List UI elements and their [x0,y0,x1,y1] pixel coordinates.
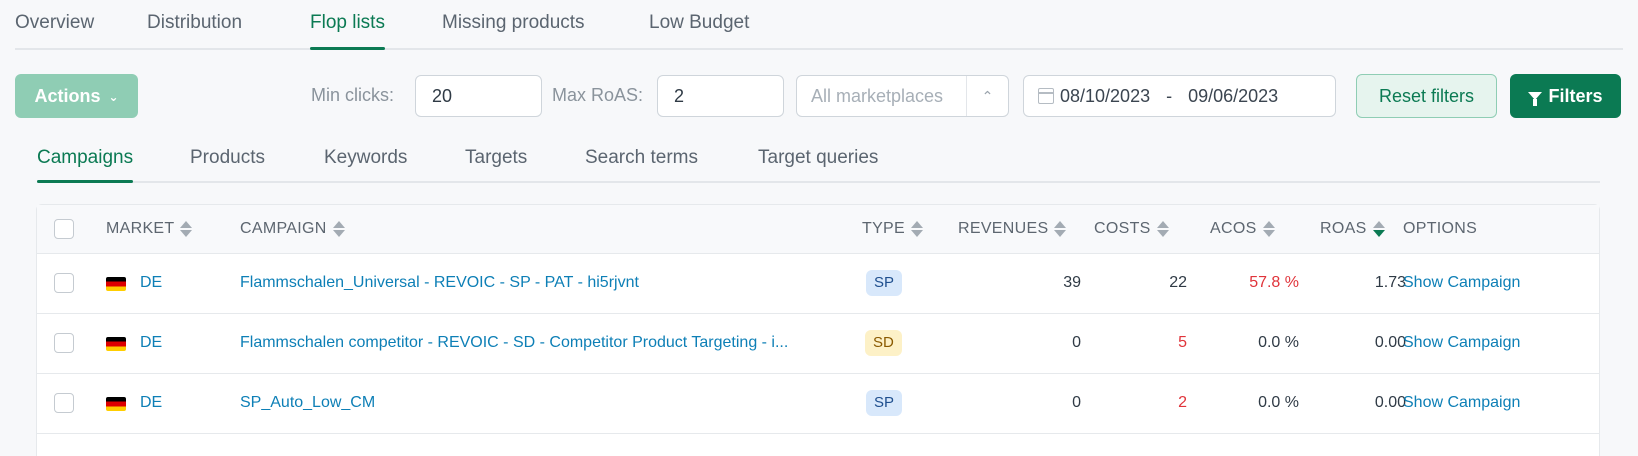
row-checkbox[interactable] [54,333,74,353]
show-campaign-link[interactable]: Show Campaign [1403,274,1521,291]
table-row: DE SP_Auto_Low_CM SP 0 2 0.0 % 0.00 Show… [37,374,1599,434]
column-market[interactable]: MARKET [106,220,193,238]
chevron-down-icon: ⌄ [108,90,119,104]
column-options: OPTIONS [1403,220,1478,237]
sort-icon [180,221,193,237]
roas-value: 0.00 [1374,334,1406,351]
acos-value: 0.0 % [1258,334,1299,351]
row-checkbox[interactable] [54,273,74,293]
column-market-label: MARKET [106,220,175,237]
sort-icon [1372,221,1385,237]
roas-value: 1.73 [1374,274,1406,291]
column-campaign-label: CAMPAIGN [240,220,327,237]
table-row: DE Flammschalen competitor - REVOIC - SD… [37,314,1599,374]
sort-icon [1054,221,1067,237]
column-costs-label: COSTS [1094,220,1151,237]
germany-flag-icon [106,337,126,351]
revenues-value: 0 [1072,394,1081,411]
column-roas-label: ROAS [1320,220,1367,237]
tab-missing-products[interactable]: Missing products [442,12,585,33]
filters-label: Filters [1548,85,1603,106]
column-costs[interactable]: COSTS [1094,220,1169,238]
funnel-icon [1528,92,1543,106]
tab-flop-lists[interactable]: Flop lists [310,12,385,50]
tab-distribution[interactable]: Distribution [147,12,243,33]
campaign-link[interactable]: Flammschalen_Universal - REVOIC - SP - P… [240,274,639,291]
top-tab-bar: Overview Distribution Flop lists Missing… [15,0,1623,50]
row-checkbox[interactable] [54,393,74,413]
tab-targets[interactable]: Targets [465,147,528,168]
type-badge: SP [866,270,903,296]
marketplace-placeholder: All marketplaces [811,85,944,106]
revenues-value: 39 [1063,274,1081,291]
show-campaign-link[interactable]: Show Campaign [1403,394,1521,411]
max-roas-input[interactable]: 2 [657,75,784,117]
sort-icon [1156,221,1169,237]
sort-icon [911,221,923,237]
market-link[interactable]: DE [140,394,163,411]
type-badge: SP [866,390,903,416]
column-revenues[interactable]: REVENUES [958,220,1067,238]
roas-value: 0.00 [1374,394,1406,411]
type-badge: SD [865,330,902,356]
acos-value: 57.8 % [1249,274,1299,291]
acos-value: 0.0 % [1258,394,1299,411]
filters-button[interactable]: Filters [1510,74,1621,118]
costs-value: 5 [1178,334,1187,351]
show-campaign-link[interactable]: Show Campaign [1403,334,1521,351]
market-link[interactable]: DE [140,274,163,291]
costs-value: 2 [1178,394,1187,411]
column-roas[interactable]: ROAS [1320,220,1385,238]
date-separator: - [1166,85,1173,106]
date-from: 08/10/2023 [1060,85,1151,106]
column-type-label: TYPE [862,220,905,237]
column-acos-label: ACOS [1210,220,1257,237]
tab-products[interactable]: Products [190,147,265,168]
tab-overview[interactable]: Overview [15,12,95,33]
market-link[interactable]: DE [140,334,163,351]
tab-search-terms[interactable]: Search terms [585,147,698,168]
date-to: 09/06/2023 [1188,85,1279,106]
column-campaign[interactable]: CAMPAIGN [240,220,345,238]
column-revenues-label: REVENUES [958,220,1049,237]
column-type[interactable]: TYPE [862,220,923,238]
chevron-up-icon[interactable]: ⌃ [966,76,1008,116]
tab-low-budget[interactable]: Low Budget [649,12,750,33]
reset-filters-button[interactable]: Reset filters [1356,74,1497,118]
tab-target-queries[interactable]: Target queries [758,147,879,168]
campaigns-table: MARKET CAMPAIGN TYPE REVENUES COSTS ACOS [36,204,1600,456]
calendar-icon [1038,88,1054,104]
germany-flag-icon [106,397,126,411]
campaign-link[interactable]: SP_Auto_Low_CM [240,394,376,411]
min-clicks-input[interactable]: 20 [415,75,542,117]
tab-campaigns[interactable]: Campaigns [37,147,134,183]
table-row: DE Flammschalen_Universal - REVOIC - SP … [37,254,1599,314]
sort-icon [1262,221,1275,237]
table-header: MARKET CAMPAIGN TYPE REVENUES COSTS ACOS [37,205,1599,254]
sort-icon [332,221,345,237]
sub-tab-bar: Campaigns Products Keywords Targets Sear… [37,138,1600,183]
tab-keywords[interactable]: Keywords [324,147,408,168]
column-acos[interactable]: ACOS [1210,220,1275,238]
campaign-link[interactable]: Flammschalen competitor - REVOIC - SD - … [240,334,789,351]
max-roas-label: Max RoAS: [552,85,644,105]
costs-value: 22 [1169,274,1187,291]
select-all-checkbox[interactable] [54,219,74,239]
date-range-picker[interactable]: 08/10/2023 - 09/06/2023 [1023,75,1336,117]
revenues-value: 0 [1072,334,1081,351]
actions-label: Actions [34,85,101,106]
actions-button[interactable]: Actions ⌄ [15,74,138,118]
marketplace-select[interactable]: All marketplaces ⌃ [796,75,1009,117]
min-clicks-label: Min clicks: [311,85,395,105]
germany-flag-icon [106,277,126,291]
